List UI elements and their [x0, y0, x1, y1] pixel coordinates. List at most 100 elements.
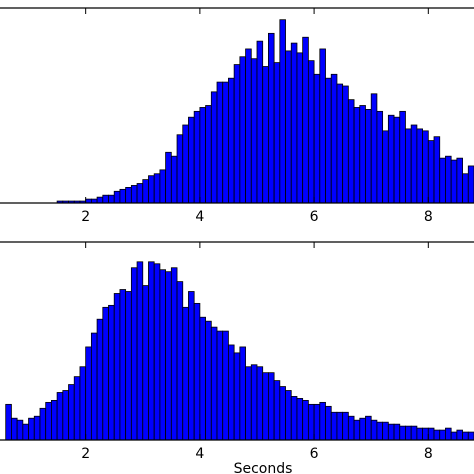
- histogram-bar: [427, 140, 435, 204]
- histogram-bar: [148, 261, 155, 441]
- histogram-bar: [56, 392, 64, 441]
- histogram-bar: [279, 386, 286, 441]
- histogram-bar: [439, 157, 446, 204]
- histogram-bar: [108, 304, 115, 441]
- histogram-bar: [359, 105, 366, 204]
- histogram-bar: [142, 285, 149, 441]
- histogram-bar: [148, 175, 155, 204]
- histogram-bar: [170, 267, 178, 441]
- histogram-bar: [268, 32, 275, 204]
- histogram-bar: [205, 320, 212, 441]
- histogram-bar: [228, 77, 235, 204]
- histogram-bar: [279, 19, 286, 204]
- histogram-bar: [313, 403, 321, 441]
- histogram-bar: [170, 155, 178, 204]
- x-axis-title: Seconds: [234, 461, 293, 474]
- histogram-bar: [273, 62, 281, 204]
- histogram-bar: [245, 48, 252, 204]
- histogram-bar: [359, 417, 366, 441]
- histogram-bar: [467, 165, 474, 204]
- histogram-bar: [439, 429, 446, 441]
- histogram-bar: [193, 110, 201, 204]
- histogram-bar: [239, 56, 246, 204]
- histogram-bar: [307, 403, 315, 441]
- histogram-bar: [45, 401, 52, 441]
- histogram-bar: [467, 431, 474, 441]
- histogram-bar: [228, 344, 235, 441]
- histogram-bar: [11, 417, 18, 441]
- histogram-bar: [370, 419, 378, 441]
- histogram-bar: [96, 318, 104, 441]
- histogram-bar: [250, 364, 258, 441]
- histogram-bar: [199, 107, 206, 204]
- histogram-bar: [102, 194, 109, 204]
- histogram-bar: [422, 427, 429, 441]
- histogram-bar: [416, 427, 424, 441]
- histogram-bar: [210, 326, 218, 441]
- histogram-bar: [199, 316, 206, 441]
- histogram-bar: [188, 291, 195, 441]
- histogram-bar: [176, 134, 184, 204]
- histogram-bar: [336, 411, 344, 441]
- histogram-bar: [33, 415, 41, 441]
- histogram-bar: [136, 261, 144, 441]
- histogram-bar: [182, 306, 189, 441]
- histogram-bar: [85, 346, 92, 441]
- histogram-bar: [79, 366, 87, 441]
- histogram-bar: [245, 366, 252, 441]
- x-tick-label: 2: [81, 446, 90, 462]
- histogram-bar: [296, 398, 304, 441]
- histogram-bar: [233, 64, 241, 204]
- histogram-bar: [427, 427, 435, 441]
- histogram-bar: [165, 151, 172, 204]
- histogram-bar: [336, 83, 344, 204]
- histogram-bar: [165, 271, 172, 441]
- histogram-bar: [456, 157, 463, 204]
- histogram-bar: [159, 269, 167, 441]
- histogram-bar: [256, 40, 264, 204]
- histogram-bar: [136, 183, 144, 204]
- histogram-bar: [330, 73, 338, 204]
- histogram-bar: [5, 403, 12, 441]
- histogram-bar: [387, 423, 395, 441]
- histogram-bar: [285, 50, 292, 204]
- histogram-bar: [342, 411, 349, 441]
- histogram-bar: [130, 267, 138, 441]
- histogram-bar: [382, 130, 389, 204]
- histogram-bar: [113, 293, 121, 441]
- x-tick-label: 6: [310, 446, 319, 462]
- histogram-bar: [268, 372, 275, 441]
- histogram-bar: [450, 431, 458, 441]
- histogram-bar: [387, 114, 395, 204]
- x-tick-label: 2: [81, 209, 90, 225]
- histogram-bar: [399, 110, 406, 204]
- histogram-bar: [256, 366, 264, 441]
- x-tick-label: 8: [424, 446, 433, 462]
- histogram-bar: [399, 425, 406, 441]
- histogram-bar: [210, 91, 218, 204]
- histogram-bar: [330, 411, 338, 441]
- histogram-bar: [273, 380, 281, 441]
- histogram-bar: [302, 399, 309, 441]
- histogram-bar: [405, 128, 412, 204]
- histogram-bar: [462, 431, 469, 441]
- histogram-bar: [433, 429, 441, 441]
- histogram-bar: [73, 376, 81, 441]
- histogram-bar: [113, 190, 121, 204]
- histogram-bar: [130, 185, 138, 204]
- histogram-bar: [445, 427, 452, 441]
- histogram-bar: [153, 263, 161, 441]
- histogram-bar: [365, 415, 372, 441]
- histogram-bar: [153, 173, 161, 204]
- histogram-bar: [296, 52, 304, 204]
- histogram-bar: [319, 401, 326, 441]
- x-tick-label: 4: [195, 446, 204, 462]
- histogram-bar: [353, 107, 361, 204]
- histogram-bar: [365, 109, 372, 204]
- histogram-bar: [416, 128, 424, 204]
- x-tick-label: 4: [195, 209, 204, 225]
- histogram-bar: [405, 425, 412, 441]
- histogram-bar: [222, 330, 229, 441]
- histogram-bar: [250, 58, 258, 204]
